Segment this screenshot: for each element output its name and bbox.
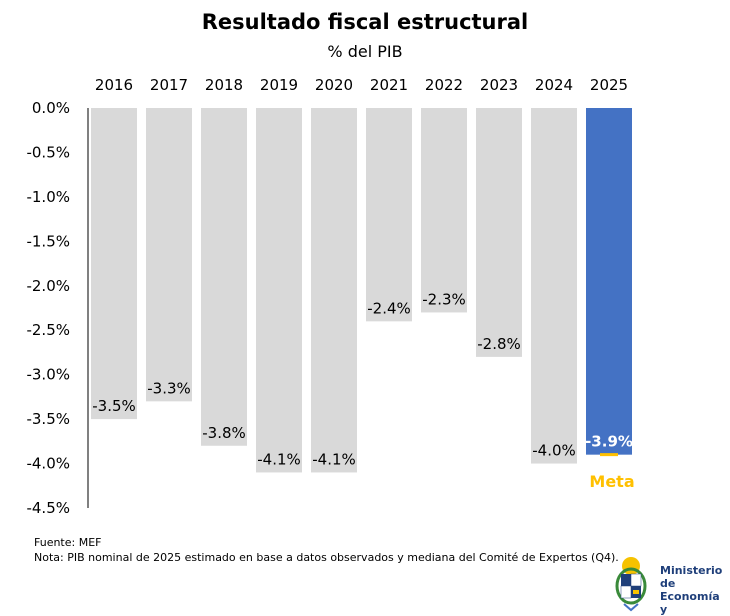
coat-of-arms-icon (615, 557, 647, 612)
logo-line: Ministerio (660, 564, 723, 577)
x-tick-label: 2016 (95, 76, 133, 94)
bar-2017 (146, 108, 192, 402)
data-label: -3.5% (92, 397, 136, 415)
y-tick-label: -1.0% (26, 188, 70, 206)
bar-2023 (476, 108, 522, 357)
bar-2021 (366, 108, 412, 322)
y-tick-label: -1.5% (26, 232, 70, 250)
data-label: -3.8% (202, 424, 246, 442)
y-tick-label: -3.5% (26, 410, 70, 428)
y-tick-label: -2.5% (26, 321, 70, 339)
ministry-logo: Ministerio de Economía y Finanzas (604, 552, 724, 616)
data-label: -4.1% (257, 450, 301, 468)
ministry-name: Ministerio de Economía y Finanzas (660, 564, 724, 616)
bar-2020 (311, 108, 357, 473)
data-label: -4.0% (532, 442, 576, 460)
y-tick-label: -3.0% (26, 366, 70, 384)
x-tick-label: 2019 (260, 76, 298, 94)
x-tick-label: 2020 (315, 76, 353, 94)
bar-2024 (531, 108, 577, 464)
logo-line: de Economía (660, 577, 720, 603)
y-tick-label: -0.5% (26, 143, 70, 161)
y-tick-label: 0.0% (32, 99, 70, 117)
bar-2025 (586, 108, 632, 455)
logo-line: y Finanzas (660, 603, 668, 616)
data-label: -4.1% (312, 450, 356, 468)
bar-2016 (91, 108, 137, 420)
data-label: -2.8% (477, 335, 521, 353)
meta-label: Meta (589, 472, 634, 491)
x-tick-label: 2018 (205, 76, 243, 94)
y-tick-label: -4.5% (26, 499, 70, 517)
x-tick-label: 2025 (590, 76, 628, 94)
x-tick-label: 2023 (480, 76, 518, 94)
y-tick-label: -4.0% (26, 455, 70, 473)
data-label: -2.3% (422, 290, 466, 308)
footnote: Nota: PIB nominal de 2025 estimado en ba… (34, 551, 619, 564)
y-tick-label: -2.0% (26, 277, 70, 295)
bar-2018 (201, 108, 247, 446)
data-label: -3.9% (585, 433, 633, 451)
x-tick-label: 2024 (535, 76, 573, 94)
data-label: -3.3% (147, 379, 191, 397)
bar-2019 (256, 108, 302, 473)
chart-subtitle: % del PIB (327, 42, 403, 61)
x-tick-label: 2017 (150, 76, 188, 94)
x-tick-label: 2021 (370, 76, 408, 94)
chart-title: Resultado fiscal estructural (201, 10, 529, 34)
data-label: -2.4% (367, 299, 411, 317)
x-tick-label: 2022 (425, 76, 463, 94)
source-note: Fuente: MEF (34, 536, 102, 549)
bar-2022 (421, 108, 467, 313)
